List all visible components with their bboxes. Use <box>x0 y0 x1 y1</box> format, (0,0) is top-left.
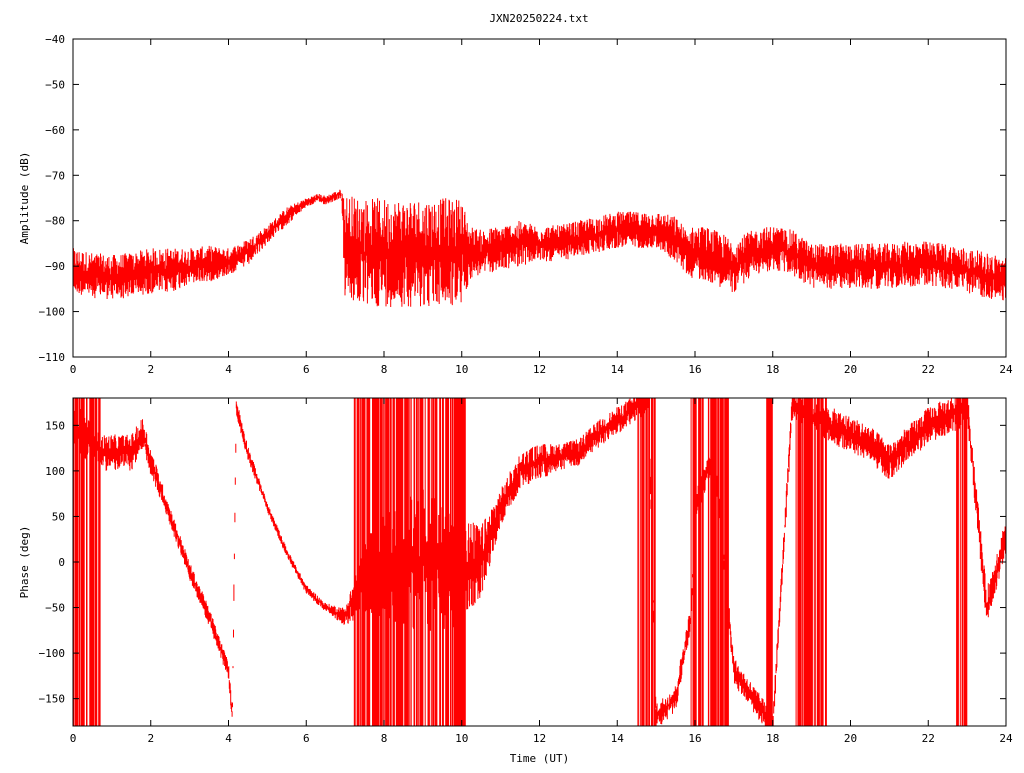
y-tick-label: −90 <box>45 260 65 273</box>
x-tick-label: 16 <box>688 363 701 376</box>
x-tick-label: 0 <box>70 732 77 745</box>
y-tick-label: 100 <box>45 465 65 478</box>
x-tick-label: 8 <box>381 732 388 745</box>
x-tick-label: 20 <box>844 732 857 745</box>
series-trace <box>73 189 1006 307</box>
y-tick-label: −100 <box>39 647 66 660</box>
y-tick-label: −50 <box>45 78 65 91</box>
y-tick-label: −150 <box>39 693 66 706</box>
x-tick-label: 10 <box>455 363 468 376</box>
y-tick-label: −50 <box>45 602 65 615</box>
x-tick-label: 4 <box>225 732 232 745</box>
chart-title: JXN20250224.txt <box>489 12 588 25</box>
x-tick-label: 14 <box>611 363 625 376</box>
y-tick-label: 150 <box>45 419 65 432</box>
x-tick-label: 8 <box>381 363 388 376</box>
x-tick-label: 18 <box>766 363 779 376</box>
x-tick-label: 18 <box>766 732 779 745</box>
plot-frame <box>72 38 1007 358</box>
x-tick-label: 4 <box>225 363 232 376</box>
x-tick-label: 0 <box>70 363 77 376</box>
y-tick-label: −60 <box>45 124 65 137</box>
phase-panel: 0 2 4 6 8 10 12 14 16 18 20 22 24−150−100−5005010015… <box>18 397 1013 765</box>
x-tick-label: 10 <box>455 732 468 745</box>
x-tick-label: 6 <box>303 732 310 745</box>
x-tick-label: 14 <box>611 732 625 745</box>
y-tick-label: −110 <box>39 351 66 364</box>
y-axis-label: Phase (deg) <box>18 526 31 599</box>
x-tick-label: 12 <box>533 732 546 745</box>
x-tick-label: 20 <box>844 363 857 376</box>
x-tick-label: 24 <box>999 363 1013 376</box>
x-tick-label: 6 <box>303 363 310 376</box>
y-tick-label: −80 <box>45 215 65 228</box>
x-tick-label: 24 <box>999 732 1013 745</box>
y-axis-label: Amplitude (dB) <box>18 152 31 245</box>
series-trace <box>73 398 1006 726</box>
x-tick-label: 2 <box>147 363 154 376</box>
x-tick-label: 22 <box>922 363 935 376</box>
x-axis-label: Time (UT) <box>510 752 570 765</box>
y-tick-label: 0 <box>58 556 65 569</box>
y-tick-label: −100 <box>39 306 66 319</box>
y-tick-label: −40 <box>45 33 65 46</box>
y-tick-label: −70 <box>45 169 65 182</box>
x-tick-label: 2 <box>147 732 154 745</box>
x-tick-label: 22 <box>922 732 935 745</box>
amplitude-panel: 0 2 4 6 8 10 12 14 16 18 20 22 24−110−100−90−80−70−6… <box>18 33 1013 376</box>
x-tick-label: 12 <box>533 363 546 376</box>
y-tick-label: 50 <box>52 510 65 523</box>
x-tick-label: 16 <box>688 732 701 745</box>
